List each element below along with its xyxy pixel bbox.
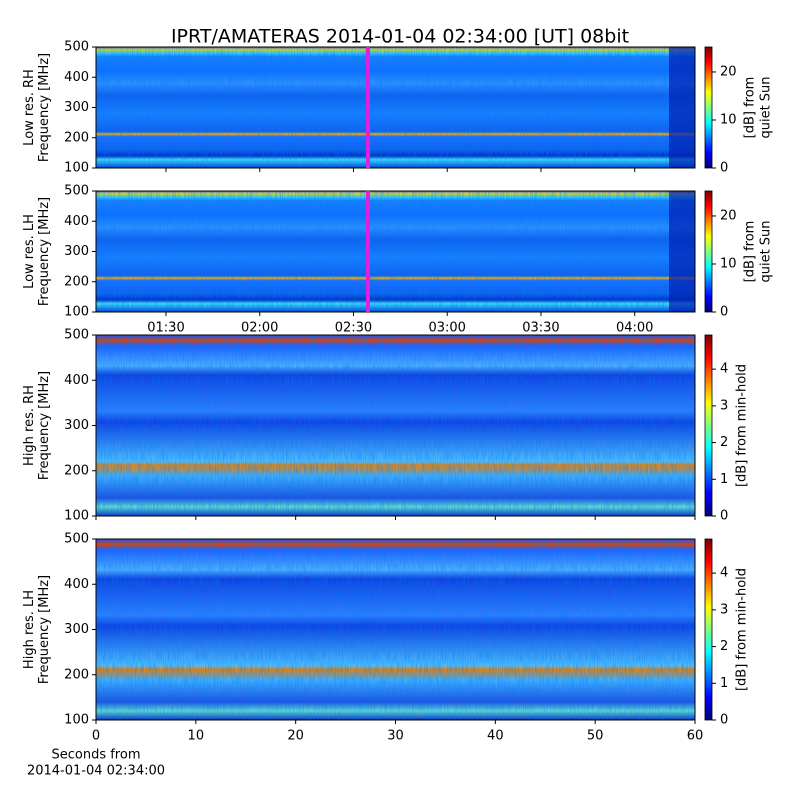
y-tick-label: 100 xyxy=(64,713,89,728)
x-tick-label: 03:30 xyxy=(522,321,559,336)
data-gap xyxy=(669,47,695,168)
x-tick-label: 01:30 xyxy=(147,321,184,336)
title: IPRT/AMATERAS 2014-01-04 02:34:00 [UT] 0… xyxy=(171,26,629,48)
y-tick-label: 500 xyxy=(64,328,89,343)
y-tick-label: 400 xyxy=(64,577,89,592)
colorbar-tick-label: 1 xyxy=(720,472,728,487)
colorbar-tick-label: 0 xyxy=(720,305,728,320)
y-tick-label: 100 xyxy=(64,509,89,524)
colorbar xyxy=(704,46,713,169)
colorbar-label: [dB] from min-hold xyxy=(735,364,750,487)
y-tick-label: 200 xyxy=(64,130,89,145)
y-tick-label: 400 xyxy=(64,373,89,388)
x-tick-label: 30 xyxy=(387,729,404,744)
colorbar-label: quiet Sun xyxy=(759,220,774,282)
y-tick-label: 300 xyxy=(64,244,89,259)
y-axis-label: Frequency [MHz] xyxy=(37,53,52,162)
colorbar-label: quiet Sun xyxy=(759,76,774,138)
y-tick-label: 400 xyxy=(64,70,89,85)
y-axis-label: High res. LH xyxy=(22,590,37,669)
y-tick-label: 200 xyxy=(64,667,89,682)
colorbar-label: [dB] from min-hold xyxy=(735,568,750,691)
colorbar-tick-label: 10 xyxy=(720,112,737,127)
x-axis-label: 2014-01-04 02:34:00 xyxy=(27,764,165,779)
y-tick-label: 200 xyxy=(64,274,89,289)
y-axis-label: Frequency [MHz] xyxy=(37,371,52,480)
y-tick-label: 500 xyxy=(64,532,89,547)
y-axis-label: Low res. LH xyxy=(22,214,37,289)
x-axis-label: Seconds from xyxy=(51,748,140,763)
y-axis-label: Low res. RH xyxy=(22,69,37,146)
x-tick-label: 20 xyxy=(287,729,304,744)
spectrogram-texture xyxy=(96,47,695,168)
y-axis-label: Frequency [MHz] xyxy=(37,575,52,684)
colorbar-tick-label: 3 xyxy=(720,602,728,617)
colorbar xyxy=(704,190,713,313)
spectrogram-texture xyxy=(96,335,695,516)
x-tick-label: 40 xyxy=(487,729,504,744)
colorbar-tick-label: 2 xyxy=(720,639,728,654)
colorbar xyxy=(704,538,713,721)
x-tick-label: 02:30 xyxy=(335,321,372,336)
spectrogram-texture xyxy=(96,191,695,312)
y-tick-label: 500 xyxy=(64,40,89,55)
y-tick-label: 200 xyxy=(64,463,89,478)
x-tick-label: 03:00 xyxy=(428,321,465,336)
colorbar-tick-label: 0 xyxy=(720,161,728,176)
colorbar-tick-label: 4 xyxy=(720,566,728,581)
data-gap xyxy=(669,191,695,312)
y-axis-label: Frequency [MHz] xyxy=(37,197,52,306)
x-tick-label: 04:00 xyxy=(616,321,653,336)
colorbar-tick-label: 4 xyxy=(720,362,728,377)
y-tick-label: 100 xyxy=(64,305,89,320)
colorbar-tick-label: 20 xyxy=(720,64,737,79)
colorbar-tick-label: 0 xyxy=(720,509,728,524)
y-axis-label: High res. RH xyxy=(22,385,37,466)
colorbar xyxy=(704,334,713,517)
colorbar-tick-label: 0 xyxy=(720,713,728,728)
colorbar-tick-label: 20 xyxy=(720,208,737,223)
y-tick-label: 300 xyxy=(64,418,89,433)
y-tick-label: 100 xyxy=(64,161,89,176)
x-tick-label: 50 xyxy=(587,729,604,744)
y-tick-label: 400 xyxy=(64,214,89,229)
x-tick-label: 0 xyxy=(92,729,100,744)
y-tick-label: 300 xyxy=(64,100,89,115)
y-tick-label: 300 xyxy=(64,622,89,637)
spectrogram-texture xyxy=(96,539,695,720)
y-tick-label: 500 xyxy=(64,184,89,199)
x-tick-label: 10 xyxy=(188,729,205,744)
x-tick-label: 02:00 xyxy=(241,321,278,336)
colorbar-tick-label: 10 xyxy=(720,256,737,271)
colorbar-tick-label: 2 xyxy=(720,435,728,450)
x-tick-label: 60 xyxy=(687,729,704,744)
colorbar-label: [dB] from xyxy=(743,221,758,283)
colorbar-label: [dB] from xyxy=(743,77,758,139)
colorbar-tick-label: 1 xyxy=(720,676,728,691)
colorbar-tick-label: 3 xyxy=(720,398,728,413)
